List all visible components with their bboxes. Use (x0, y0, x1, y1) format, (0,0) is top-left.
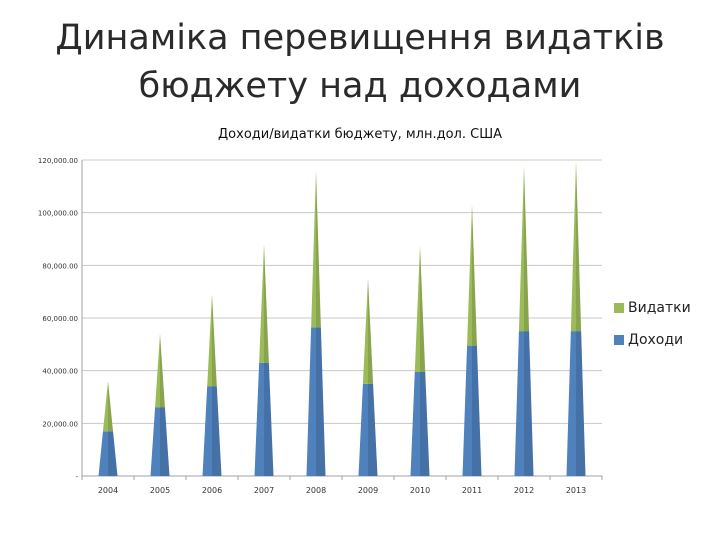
bar-revenue-2012 (514, 331, 534, 476)
y-tick-label: 40,000.00 (42, 368, 78, 376)
bar-shade-2006 (212, 294, 222, 476)
bar-shade-2004 (108, 381, 118, 476)
legend-label-expenses: Видатки (628, 300, 691, 316)
bar-revenue-2007 (254, 362, 274, 476)
x-tick-label: 2008 (306, 486, 326, 495)
x-tick-label: 2010 (410, 486, 430, 495)
bar-revenue-2008 (306, 327, 326, 476)
y-tick-label: 20,000.00 (42, 420, 78, 428)
y-tick-label: 100,000.00 (38, 210, 78, 218)
bar-expenses-2008 (311, 170, 321, 328)
slide-title-line-1: Динаміка перевищення видатків (55, 18, 665, 58)
legend-item-revenue: Доходи (614, 324, 691, 356)
bar-expenses-2006 (207, 294, 217, 387)
bar-expenses-2009 (362, 278, 374, 384)
x-tick-label: 2006 (202, 486, 222, 495)
legend-swatch-expenses (614, 303, 624, 313)
x-tick-label: 2011 (462, 486, 482, 495)
y-tick-label: - (75, 473, 78, 481)
x-tick-label: 2009 (358, 486, 378, 495)
legend-item-expenses: Видатки (614, 292, 691, 324)
x-tick-label: 2007 (254, 486, 274, 495)
slide-title-line-2: бюджету над доходами (138, 66, 582, 106)
bar-expenses-2004 (102, 381, 114, 432)
y-tick-label: 60,000.00 (42, 315, 78, 323)
bar-expenses-2013 (570, 161, 582, 332)
bar-revenue-2010 (410, 371, 430, 476)
legend-label-revenue: Доходи (628, 332, 684, 348)
bar-revenue-2009 (358, 383, 378, 476)
bar-revenue-2011 (462, 345, 482, 476)
bar-expenses-2011 (467, 204, 477, 346)
x-tick-label: 2005 (150, 486, 170, 495)
bar-shade-2012 (524, 166, 534, 477)
bar-revenue-2005 (150, 407, 170, 476)
legend-swatch-revenue (614, 335, 624, 345)
bar-expenses-2012 (518, 166, 530, 332)
y-tick-label: 80,000.00 (42, 262, 78, 270)
slide-title: Динаміка перевищення видатків бюджету на… (0, 14, 720, 110)
bar-shade-2010 (420, 245, 430, 476)
bar-shade-2013 (576, 161, 586, 477)
bar-revenue-2013 (566, 331, 586, 476)
x-tick-label: 2004 (98, 486, 118, 495)
bar-revenue-2004 (98, 431, 118, 476)
bar-shade-2011 (472, 204, 482, 476)
bar-expenses-2007 (259, 244, 269, 363)
bar-shade-2007 (264, 244, 274, 476)
bar-expenses-2010 (414, 245, 426, 372)
bar-shade-2005 (160, 333, 170, 476)
legend: Видатки Доходи (614, 292, 691, 356)
y-tick-label: 120,000.00 (38, 157, 78, 165)
bar-shade-2009 (368, 278, 378, 476)
x-tick-label: 2012 (514, 486, 534, 495)
bar-expenses-2005 (155, 333, 165, 408)
bar-revenue-2006 (202, 386, 222, 476)
bar-shade-2008 (316, 170, 326, 477)
x-tick-label: 2013 (566, 486, 586, 495)
chart-title: Доходи/видатки бюджету, млн.дол. США (218, 127, 502, 142)
